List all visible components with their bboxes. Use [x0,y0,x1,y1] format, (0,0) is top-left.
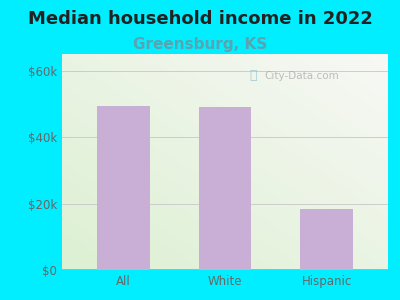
Bar [97,106,150,270]
Text: City-Data.com: City-Data.com [264,70,339,81]
Text: ⦿: ⦿ [250,69,257,82]
Bar [198,107,252,270]
Text: Median household income in 2022: Median household income in 2022 [28,11,372,28]
Bar [300,208,353,270]
Text: Greensburg, KS: Greensburg, KS [133,38,267,52]
